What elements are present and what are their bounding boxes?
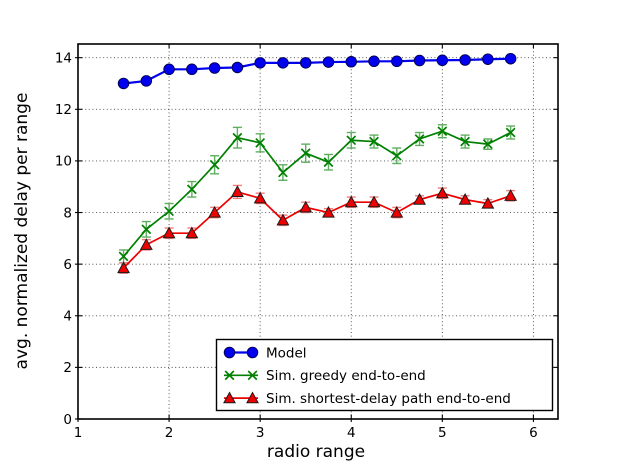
- triangle-marker: [299, 200, 313, 213]
- model-point-marker: [299, 57, 312, 69]
- x-marker: [346, 135, 357, 146]
- x-marker: [224, 370, 235, 381]
- triangle-marker: [481, 196, 495, 209]
- legend-item: Sim. shortest-delay path end-to-end: [223, 391, 511, 407]
- series-sim-shortest-delay-path-end-to-end: [117, 184, 518, 274]
- y-tick-label: 2: [63, 360, 72, 376]
- y-tick-label: 14: [55, 50, 72, 66]
- triangle-marker: [185, 226, 199, 239]
- triangle-marker: [276, 213, 290, 226]
- model-point-marker: [231, 61, 244, 74]
- y-tick-label: 10: [55, 154, 72, 170]
- y-tick-label: 12: [55, 102, 72, 118]
- model-point-marker: [140, 75, 153, 87]
- series-model: [117, 52, 517, 90]
- model-point-marker: [345, 56, 357, 68]
- x-marker: [323, 157, 334, 168]
- x-marker: [300, 148, 311, 159]
- plot-frame: [77, 43, 559, 420]
- triangle-marker: [162, 226, 176, 239]
- x-marker: [164, 206, 174, 217]
- triangle-marker: [322, 205, 335, 218]
- triangle-marker: [253, 191, 267, 204]
- triangle-marker: [413, 192, 427, 205]
- x-marker: [505, 127, 516, 138]
- model-point-marker: [254, 57, 266, 69]
- x-marker: [482, 139, 493, 150]
- y-tick-label: 8: [63, 205, 72, 221]
- y-axis-label: avg. normalized delay per range: [12, 93, 32, 370]
- model-point-marker: [117, 77, 130, 90]
- series-sim-greedy-end-to-end: [118, 124, 516, 264]
- x-marker: [232, 132, 243, 143]
- triangle-marker: [223, 391, 236, 404]
- legend-label: Model: [266, 345, 307, 361]
- x-marker: [414, 134, 425, 144]
- model-point-marker: [322, 56, 335, 68]
- x-marker: [391, 150, 402, 161]
- model-point-marker: [413, 54, 426, 67]
- model-point-marker: [223, 346, 236, 359]
- triangle-marker: [208, 205, 222, 218]
- x-marker: [460, 136, 470, 147]
- triangle-marker: [458, 192, 472, 205]
- model-point-marker: [163, 63, 175, 76]
- legend-box: [215, 338, 554, 412]
- y-tick-label: 4: [63, 309, 72, 325]
- model-point-marker: [482, 53, 494, 65]
- model-point-marker: [436, 54, 449, 67]
- model-point-marker: [368, 55, 380, 68]
- x-marker: [209, 159, 220, 170]
- model-point-marker: [186, 63, 198, 76]
- x-tick-label: 2: [165, 425, 174, 441]
- triangle-marker: [246, 391, 259, 404]
- x-marker: [437, 126, 448, 137]
- x-tick-label: 1: [74, 425, 83, 441]
- y-tick-label: 0: [63, 412, 72, 428]
- legend-label: Sim. shortest-delay path end-to-end: [266, 391, 511, 407]
- x-marker: [247, 370, 258, 381]
- model-point-marker: [208, 62, 221, 74]
- legend-label: Sim. greedy end-to-end: [266, 368, 426, 384]
- x-marker: [278, 167, 288, 178]
- y-tick-label: 6: [63, 257, 72, 273]
- x-tick-label: 5: [438, 425, 447, 441]
- triangle-marker: [117, 261, 130, 274]
- triangle-marker: [367, 195, 381, 208]
- x-tick-label: 4: [347, 425, 356, 441]
- x-marker: [369, 136, 379, 147]
- model-point-marker: [277, 57, 289, 69]
- triangle-marker: [230, 185, 244, 197]
- x-marker: [118, 251, 129, 262]
- triangle-marker: [344, 195, 358, 208]
- x-marker: [141, 224, 152, 235]
- legend-item: Model: [223, 345, 307, 361]
- model-point-marker: [391, 55, 403, 68]
- x-axis-label: radio range: [267, 442, 365, 462]
- x-tick-label: 6: [529, 425, 538, 441]
- triangle-marker: [435, 186, 449, 199]
- model-point-marker: [246, 346, 259, 359]
- x-marker: [255, 137, 266, 148]
- model-point-marker: [504, 52, 517, 65]
- triangle-marker: [139, 238, 153, 250]
- legend-item: Sim. greedy end-to-end: [224, 368, 426, 384]
- triangle-marker: [390, 205, 404, 218]
- model-point-marker: [459, 54, 471, 66]
- x-marker: [186, 184, 197, 195]
- x-tick-label: 3: [256, 425, 265, 441]
- legend: Model Sim. greedy end-to-end Sim. shortest…: [215, 338, 554, 412]
- triangle-marker: [504, 189, 518, 201]
